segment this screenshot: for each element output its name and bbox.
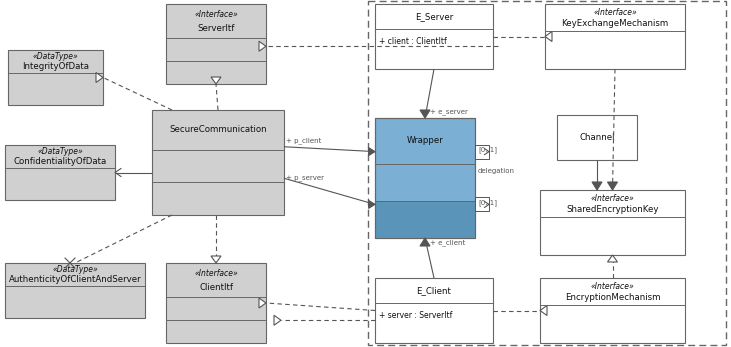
Text: EncryptionMechanism: EncryptionMechanism xyxy=(565,293,660,302)
Text: «Interface»: «Interface» xyxy=(194,269,238,278)
Bar xyxy=(5,263,145,318)
Bar xyxy=(152,110,284,215)
Polygon shape xyxy=(420,238,430,246)
Text: SharedEncryptionKey: SharedEncryptionKey xyxy=(567,205,659,214)
Polygon shape xyxy=(368,147,375,155)
Bar xyxy=(540,190,685,255)
Text: «Interface»: «Interface» xyxy=(591,194,635,203)
Text: Wrapper: Wrapper xyxy=(406,136,444,145)
Bar xyxy=(545,4,685,69)
Polygon shape xyxy=(274,315,281,325)
Text: «DataType»: «DataType» xyxy=(37,147,83,156)
Polygon shape xyxy=(607,255,618,262)
Polygon shape xyxy=(545,32,552,42)
Text: ServerItf: ServerItf xyxy=(197,24,235,33)
Text: «Interface»: «Interface» xyxy=(593,8,637,17)
Bar xyxy=(475,145,489,159)
Text: ClientItf: ClientItf xyxy=(199,283,233,292)
Text: «DataType»: «DataType» xyxy=(33,52,78,61)
Bar xyxy=(368,1,726,345)
Text: [0..1]: [0..1] xyxy=(478,200,497,206)
Text: + client : ClientItf: + client : ClientItf xyxy=(379,37,447,46)
Polygon shape xyxy=(259,41,266,51)
Text: IntegrityOfData: IntegrityOfData xyxy=(22,62,89,71)
Bar xyxy=(375,278,493,343)
Bar xyxy=(8,50,103,105)
Text: «DataType»: «DataType» xyxy=(52,265,98,274)
Polygon shape xyxy=(368,201,375,209)
Bar xyxy=(375,118,475,238)
Polygon shape xyxy=(420,110,430,118)
Text: E_Client: E_Client xyxy=(417,286,452,295)
Bar xyxy=(166,263,266,343)
Bar xyxy=(375,118,475,238)
Text: + e_server: + e_server xyxy=(430,110,468,116)
Text: + e_client: + e_client xyxy=(430,239,465,246)
Text: «Interface»: «Interface» xyxy=(591,282,635,291)
Text: ConfidentialityOfData: ConfidentialityOfData xyxy=(13,157,107,166)
Text: [0..1]: [0..1] xyxy=(478,146,497,153)
Text: SecureCommunication: SecureCommunication xyxy=(169,126,267,134)
Bar xyxy=(557,115,637,160)
Text: + p_server: + p_server xyxy=(286,176,324,182)
Polygon shape xyxy=(592,182,602,190)
Polygon shape xyxy=(211,77,221,84)
Bar xyxy=(5,145,115,200)
Text: delegation: delegation xyxy=(478,168,515,174)
Bar xyxy=(475,197,489,211)
Text: AuthenticityOfClientAndServer: AuthenticityOfClientAndServer xyxy=(9,275,141,284)
Polygon shape xyxy=(607,182,618,190)
Bar xyxy=(375,201,475,238)
Text: + server : ServerItf: + server : ServerItf xyxy=(379,311,452,320)
Bar xyxy=(166,4,266,84)
Polygon shape xyxy=(259,298,266,308)
Polygon shape xyxy=(540,305,547,315)
Bar xyxy=(540,278,685,343)
Text: Channel: Channel xyxy=(579,133,615,142)
Text: E_Server: E_Server xyxy=(415,12,453,21)
Bar xyxy=(375,4,493,69)
Text: + p_client: + p_client xyxy=(286,137,322,144)
Text: «Interface»: «Interface» xyxy=(194,10,238,19)
Polygon shape xyxy=(211,256,221,263)
Text: KeyExchangeMechanism: KeyExchangeMechanism xyxy=(561,19,669,28)
Polygon shape xyxy=(96,73,103,83)
